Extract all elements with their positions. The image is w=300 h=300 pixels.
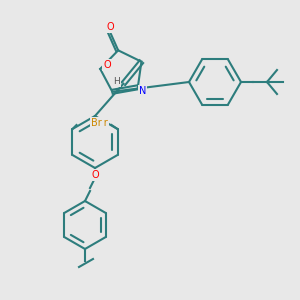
Text: O: O — [106, 22, 114, 32]
Text: H: H — [113, 77, 120, 86]
Text: Br: Br — [97, 118, 108, 128]
Text: Br: Br — [91, 118, 102, 128]
Text: O: O — [103, 60, 111, 70]
Text: N: N — [139, 86, 146, 96]
Text: O: O — [91, 170, 99, 180]
